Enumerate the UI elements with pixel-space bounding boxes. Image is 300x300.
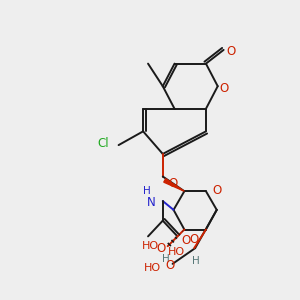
Text: H: H [143, 186, 151, 196]
Text: H: H [162, 254, 170, 264]
Polygon shape [164, 179, 184, 191]
Text: HO: HO [142, 241, 159, 251]
Text: O: O [190, 233, 199, 246]
Text: N: N [147, 196, 156, 209]
Text: O: O [157, 242, 166, 255]
Text: Cl: Cl [97, 136, 109, 150]
Text: HO: HO [168, 247, 185, 257]
Text: O: O [226, 45, 236, 58]
Text: HO: HO [144, 263, 161, 273]
Text: O: O [182, 234, 191, 247]
Text: H: H [192, 256, 200, 266]
Text: O: O [165, 259, 175, 272]
Text: O: O [213, 184, 222, 197]
Text: O: O [220, 82, 229, 95]
Text: O: O [169, 177, 178, 190]
